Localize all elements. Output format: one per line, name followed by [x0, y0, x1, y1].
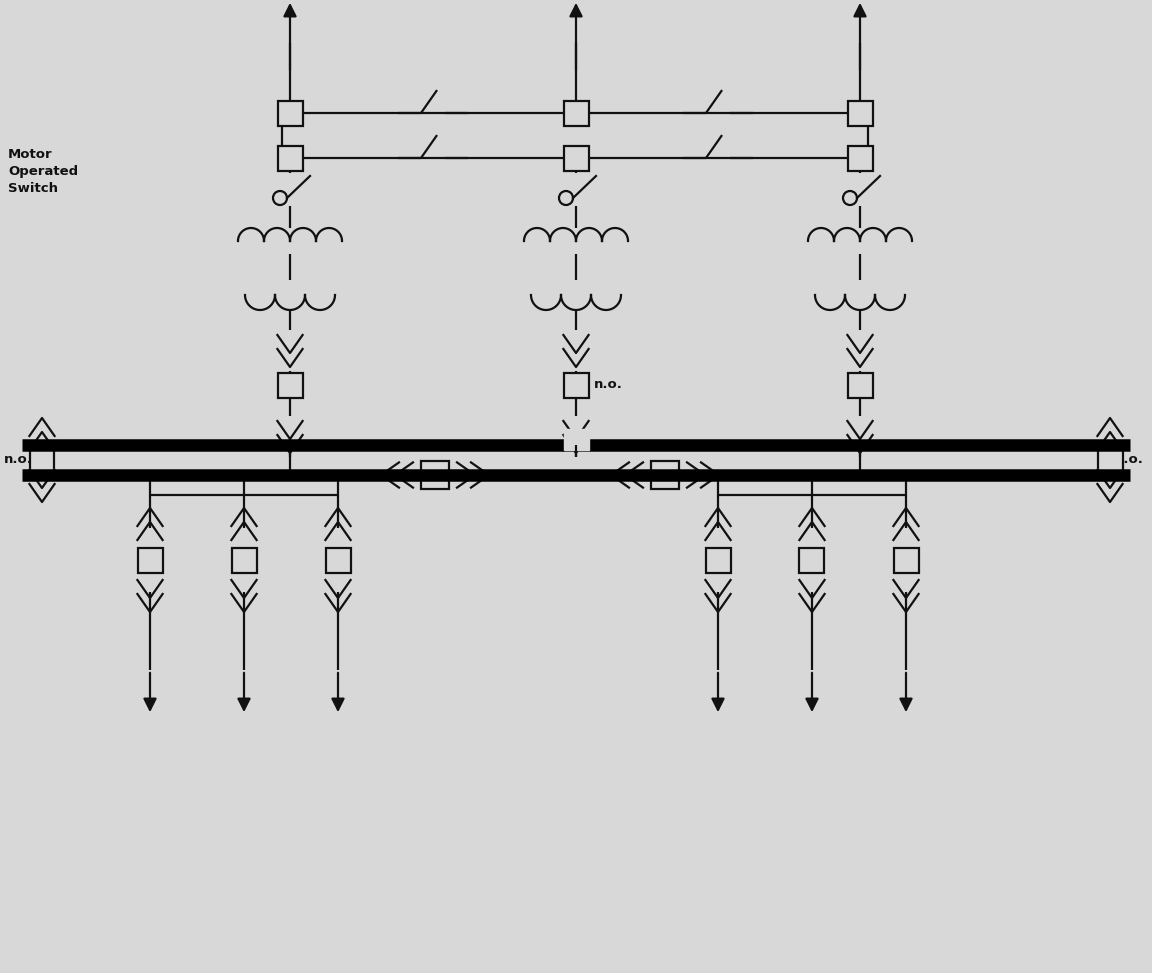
- Text: n.o.: n.o.: [3, 453, 33, 466]
- Bar: [326, 548, 350, 572]
- Bar: [848, 146, 872, 170]
- Text: n.o.: n.o.: [1115, 453, 1144, 466]
- Text: n.o.: n.o.: [594, 378, 623, 391]
- Bar: [278, 373, 303, 398]
- Bar: [278, 100, 303, 126]
- Bar: [30, 448, 54, 473]
- Bar: [1098, 448, 1122, 473]
- Bar: [563, 146, 589, 170]
- Bar: [848, 100, 872, 126]
- Text: Motor
Operated
Switch: Motor Operated Switch: [8, 148, 78, 195]
- Bar: [420, 461, 449, 489]
- Bar: [848, 373, 872, 398]
- Bar: [137, 548, 162, 572]
- Bar: [563, 428, 589, 450]
- Bar: [799, 548, 825, 572]
- Bar: [894, 548, 918, 572]
- Bar: [232, 548, 257, 572]
- Bar: [651, 461, 679, 489]
- Bar: [705, 548, 730, 572]
- Bar: [278, 146, 303, 170]
- Bar: [563, 373, 589, 398]
- Bar: [563, 100, 589, 126]
